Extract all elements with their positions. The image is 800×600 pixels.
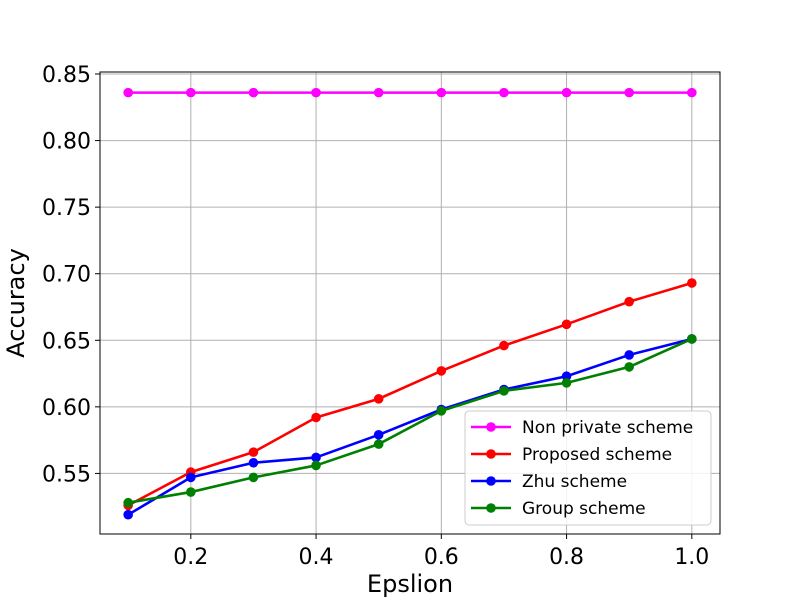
data-point bbox=[561, 319, 572, 330]
data-point bbox=[373, 439, 384, 449]
data-point bbox=[624, 296, 634, 307]
legend-item: Proposed scheme bbox=[471, 445, 672, 465]
data-point bbox=[687, 87, 697, 98]
data-point bbox=[186, 487, 196, 497]
legend-swatch-marker bbox=[486, 449, 496, 459]
data-point bbox=[123, 497, 133, 508]
data-point bbox=[248, 472, 259, 483]
data-point bbox=[186, 87, 196, 98]
series-line bbox=[127, 281, 693, 507]
data-point bbox=[561, 378, 572, 388]
data-point bbox=[436, 406, 447, 416]
data-point bbox=[373, 87, 384, 98]
data-point bbox=[436, 366, 447, 376]
y-tick-label: 0.80 bbox=[42, 130, 91, 155]
data-point bbox=[248, 87, 259, 98]
data-point bbox=[248, 457, 259, 468]
y-tick-label: 0.75 bbox=[42, 196, 91, 221]
data-point bbox=[123, 509, 133, 520]
legend-item: Group scheme bbox=[471, 499, 646, 519]
data-point bbox=[624, 362, 634, 372]
data-point bbox=[248, 447, 259, 457]
series-3 bbox=[123, 334, 697, 508]
data-point bbox=[311, 87, 321, 98]
x-tick-label: 1.0 bbox=[674, 545, 709, 570]
legend-swatch-marker bbox=[486, 503, 496, 513]
series-1 bbox=[123, 278, 697, 511]
x-tick-label: 0.6 bbox=[424, 545, 459, 570]
y-tick-label: 0.65 bbox=[42, 329, 91, 354]
data-point bbox=[311, 412, 321, 423]
data-point bbox=[123, 87, 133, 98]
data-point bbox=[373, 430, 384, 440]
data-point bbox=[561, 87, 572, 98]
data-point bbox=[499, 87, 509, 98]
data-point bbox=[561, 371, 572, 382]
x-axis-label: Epslion bbox=[367, 570, 453, 598]
data-point bbox=[687, 278, 697, 288]
x-tick-label: 0.2 bbox=[173, 545, 208, 570]
legend-label: Zhu scheme bbox=[522, 472, 627, 492]
data-point bbox=[624, 87, 634, 98]
y-tick-label: 0.60 bbox=[42, 396, 91, 421]
y-tick-label: 0.55 bbox=[42, 462, 91, 487]
data-point bbox=[186, 472, 196, 483]
data-point bbox=[311, 460, 321, 471]
data-point bbox=[687, 334, 697, 344]
series-line bbox=[127, 337, 693, 504]
data-point bbox=[436, 87, 447, 98]
grid bbox=[100, 72, 720, 534]
y-axis-label: Accuracy bbox=[2, 248, 30, 358]
legend: Non private scheme Proposed scheme Zhu sch… bbox=[464, 410, 712, 526]
y-tick-label: 0.70 bbox=[42, 263, 91, 288]
y-tick-label: 0.85 bbox=[42, 63, 91, 88]
legend-label: Proposed scheme bbox=[522, 445, 672, 465]
data-point bbox=[373, 394, 384, 404]
legend-label: Group scheme bbox=[522, 499, 646, 519]
legend-swatch-marker bbox=[486, 422, 496, 432]
series-lines bbox=[123, 87, 697, 520]
data-point bbox=[311, 452, 321, 463]
x-tick-label: 0.8 bbox=[549, 545, 584, 570]
series-line bbox=[127, 337, 693, 516]
legend-frame bbox=[464, 410, 712, 526]
x-tick-label: 0.4 bbox=[299, 545, 334, 570]
data-point bbox=[624, 350, 634, 360]
axis-ticks: 0.2 0.4 0.6 0.8 1.0 0.55 0.60 0.65 0.70 0.75 0.80 0… bbox=[42, 63, 709, 570]
data-point bbox=[499, 386, 509, 396]
legend-label: Non private scheme bbox=[522, 418, 693, 438]
legend-item: Zhu scheme bbox=[471, 472, 627, 492]
plot-frame bbox=[99, 71, 721, 535]
legend-swatch-marker bbox=[486, 476, 496, 486]
legend-item: Non private scheme bbox=[471, 418, 693, 438]
data-point bbox=[499, 340, 509, 351]
series-0 bbox=[123, 87, 697, 98]
